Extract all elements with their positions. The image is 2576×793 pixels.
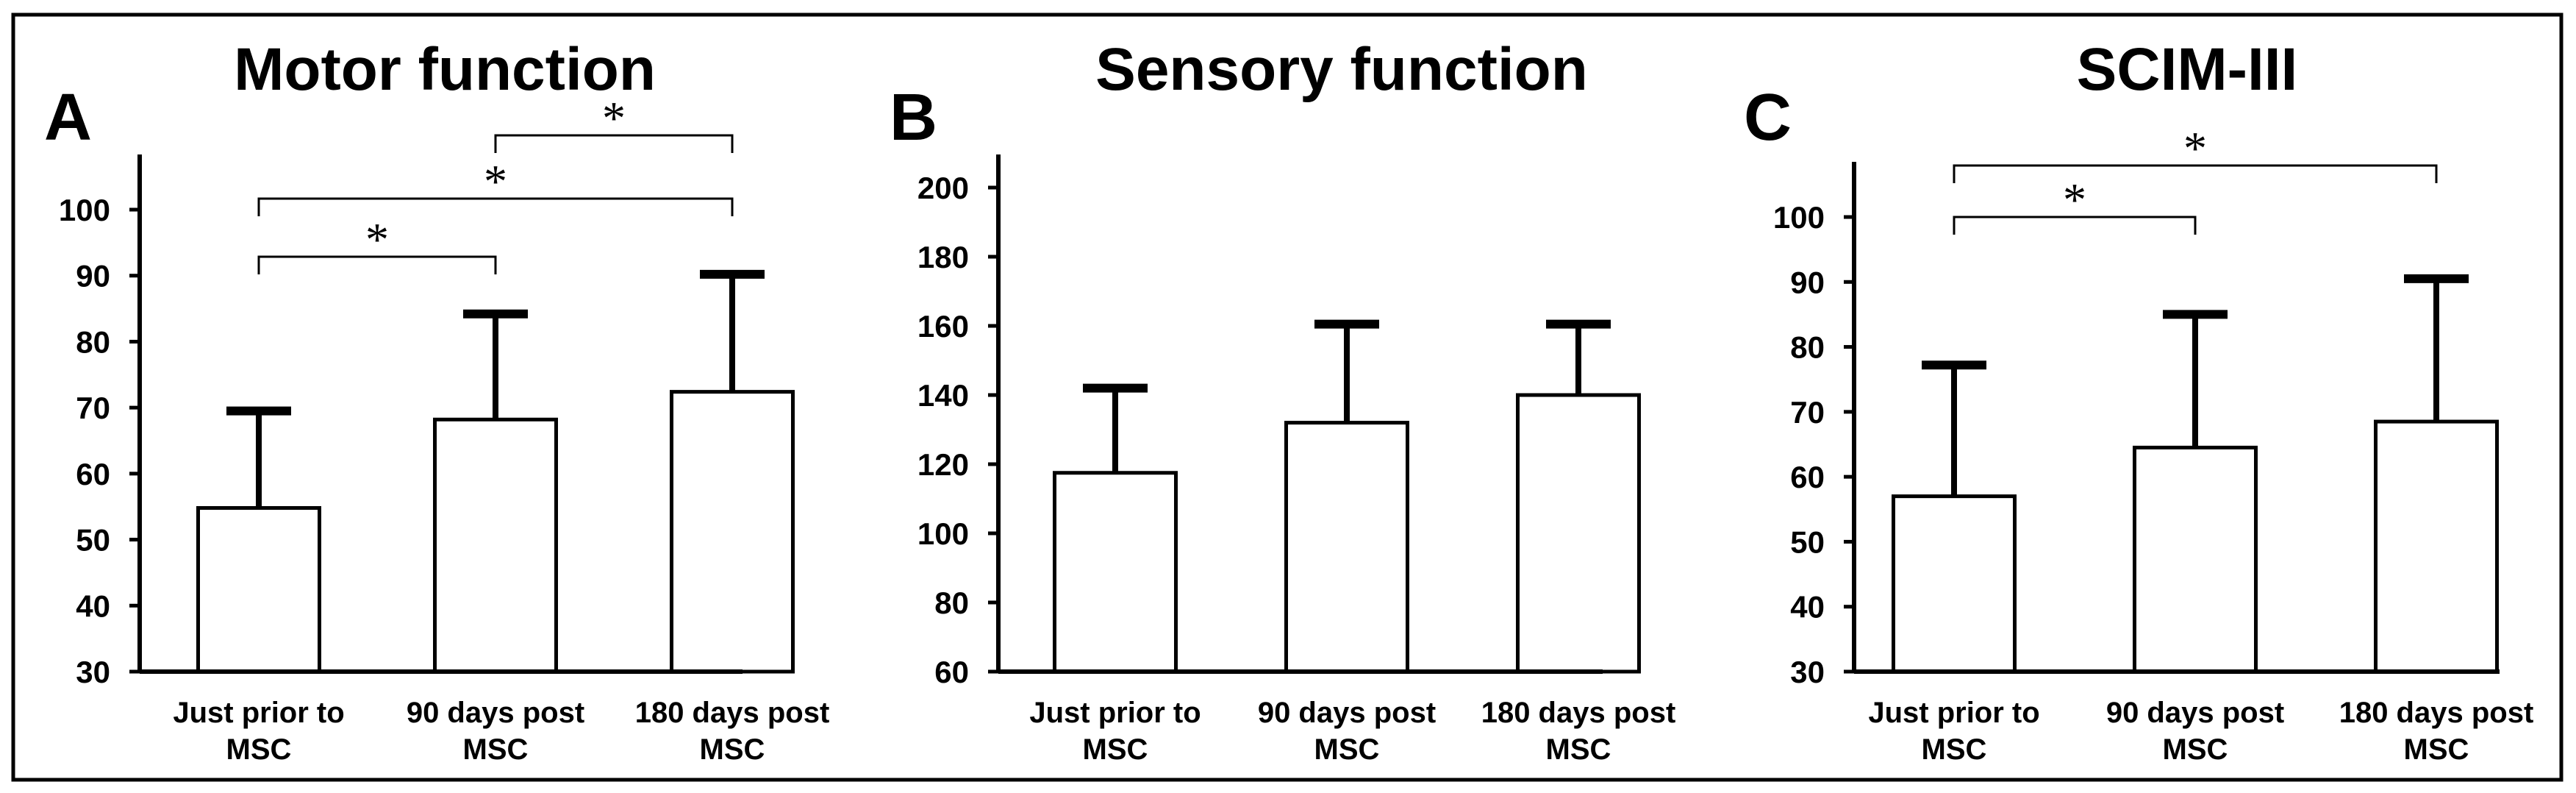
y-tick-label: 30	[76, 655, 110, 689]
bar	[1516, 393, 1641, 674]
y-tick-label: 60	[934, 655, 969, 689]
bar	[196, 506, 321, 674]
category-label: Just prior to	[1868, 697, 2039, 729]
category-label: MSC	[2404, 733, 2469, 766]
category-label: Just prior to	[173, 697, 344, 729]
bar	[433, 417, 558, 674]
category-label: MSC	[700, 733, 765, 766]
category-label: 180 days post	[2339, 697, 2534, 729]
y-tick-label: 100	[1773, 200, 1825, 235]
panel-title: Motor function	[234, 36, 656, 103]
category-label: Just prior to	[1029, 697, 1201, 729]
y-tick-label: 80	[934, 586, 969, 620]
y-tick-label: 200	[917, 171, 969, 205]
category-label: 90 days post	[407, 697, 584, 729]
significance-star: *	[365, 213, 389, 266]
y-tick-label: 90	[76, 259, 110, 294]
category-label: MSC	[1546, 733, 1611, 766]
y-tick-label: 60	[1790, 460, 1825, 494]
y-tick-label: 80	[1790, 330, 1825, 365]
significance-bracket	[1953, 164, 2438, 183]
significance-bracket	[257, 255, 497, 274]
y-tick-label: 70	[1790, 395, 1825, 430]
y-tick-label: 80	[76, 324, 110, 359]
category-label: MSC	[463, 733, 529, 766]
panel-letter: B	[890, 81, 937, 154]
category-label: MSC	[1922, 733, 1987, 766]
y-tick-label: 120	[917, 447, 969, 482]
bar	[1053, 471, 1178, 674]
significance-star: *	[602, 92, 626, 144]
category-label: 90 days post	[1258, 697, 1436, 729]
bar	[670, 390, 795, 674]
y-tick-label: 50	[1790, 524, 1825, 559]
significance-bracket	[494, 134, 734, 153]
panel-letter: A	[44, 81, 92, 154]
y-tick-label: 90	[1790, 265, 1825, 299]
y-tick-label: 140	[917, 378, 969, 413]
category-label: MSC	[226, 733, 292, 766]
panel-title: SCIM-III	[2077, 36, 2298, 103]
y-tick-label: 100	[917, 516, 969, 551]
significance-star: *	[484, 155, 507, 207]
bar	[2133, 445, 2258, 674]
y-tick-label: 70	[76, 391, 110, 425]
category-label: 90 days post	[2106, 697, 2284, 729]
significance-star: *	[2183, 122, 2207, 174]
panel-title: Sensory function	[1095, 36, 1588, 103]
y-tick-label: 60	[76, 457, 110, 491]
category-label: 180 days post	[1481, 697, 1676, 729]
y-tick-label: 50	[76, 523, 110, 558]
bar	[1284, 421, 1409, 674]
y-tick-label: 180	[917, 240, 969, 274]
category-label: 180 days post	[635, 697, 830, 729]
y-tick-label: 40	[76, 588, 110, 623]
category-label: MSC	[1083, 733, 1148, 766]
category-label: MSC	[1314, 733, 1380, 766]
bar	[1892, 494, 2017, 674]
y-tick-label: 40	[1790, 590, 1825, 625]
category-label: MSC	[2163, 733, 2228, 766]
panel-letter: C	[1744, 81, 1792, 154]
significance-bracket	[1953, 216, 2197, 235]
y-tick-label: 160	[917, 309, 969, 344]
significance-star: *	[2063, 174, 2086, 226]
y-tick-label: 100	[59, 193, 110, 227]
bar	[2374, 419, 2499, 674]
significance-bracket	[257, 197, 734, 216]
y-tick-label: 30	[1790, 655, 1825, 689]
